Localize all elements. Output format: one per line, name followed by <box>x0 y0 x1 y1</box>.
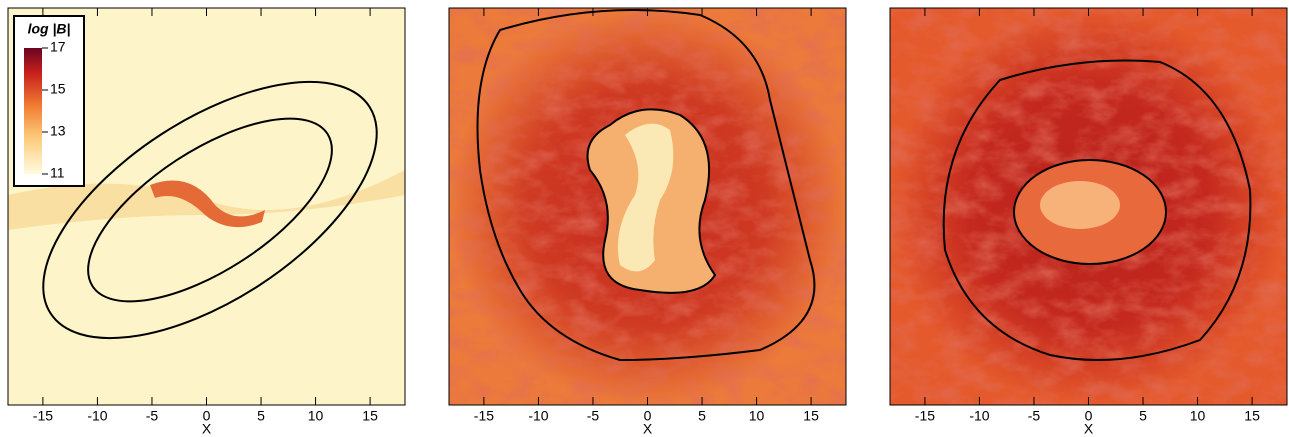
field-core <box>150 180 265 228</box>
panel-2 <box>448 7 847 406</box>
x-tick-label: -5 <box>1028 408 1041 424</box>
contour <box>586 108 717 294</box>
panel-3 <box>889 7 1288 406</box>
contour <box>476 9 816 362</box>
x-tick-label: 0 <box>203 408 211 424</box>
x-axis-label: X <box>202 421 212 437</box>
x-tick-label: 0 <box>644 408 652 424</box>
x-tick-label: 10 <box>308 408 324 424</box>
contour <box>1013 159 1167 265</box>
x-tick-label: -15 <box>33 408 53 424</box>
field-band <box>8 170 405 230</box>
colorbar-title: log |B| <box>28 21 71 37</box>
x-tick-label: 5 <box>1139 408 1147 424</box>
x-tick-label: 0 <box>1085 408 1093 424</box>
x-tick-label: -10 <box>87 408 107 424</box>
field-core <box>1040 181 1120 229</box>
contour <box>87 117 333 303</box>
x-tick-label: 10 <box>1190 408 1206 424</box>
colorbar-tick-label: 11 <box>50 165 65 181</box>
colorbar-tick-label: 17 <box>50 39 66 55</box>
colorbar <box>24 48 42 174</box>
x-tick-label: 5 <box>698 408 706 424</box>
x-tick-label: -15 <box>915 408 935 424</box>
x-tick-label: 15 <box>362 408 378 424</box>
x-tick-label: -10 <box>528 408 548 424</box>
x-tick-label: -15 <box>474 408 494 424</box>
x-tick-label: 15 <box>1244 408 1260 424</box>
x-tick-label: -5 <box>146 408 159 424</box>
panel-1: log |B| <box>7 7 406 406</box>
x-tick-label: 15 <box>803 408 819 424</box>
x-axis-label: X <box>1084 421 1094 437</box>
x-tick-label: 5 <box>257 408 265 424</box>
field-core <box>617 123 674 272</box>
x-tick-label: -5 <box>587 408 600 424</box>
colorbar-tick-label: 15 <box>50 81 66 97</box>
x-tick-label: -10 <box>969 408 989 424</box>
colorbar-tick-label: 13 <box>50 123 66 139</box>
x-tick-label: 10 <box>749 408 765 424</box>
x-axis-label: X <box>643 421 653 437</box>
contour <box>942 59 1252 361</box>
contour <box>42 80 378 340</box>
